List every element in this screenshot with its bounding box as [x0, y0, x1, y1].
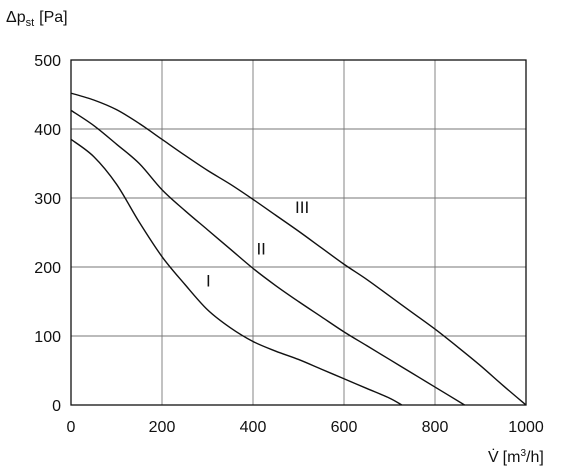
- x-axis-symbol: V̇: [488, 448, 499, 466]
- curve-iii: [70, 92, 527, 406]
- y-axis-symbol: Δp: [6, 9, 26, 26]
- curve-ii: [70, 109, 465, 406]
- x-tick-label: 800: [422, 419, 449, 436]
- x-tick-label: 1000: [508, 419, 544, 436]
- y-axis-subscript: st: [26, 17, 35, 29]
- y-tick-label: 0: [52, 398, 61, 415]
- tick-labels: 0 200 400 600 800 1000 0 100 200 300 400 500: [34, 53, 544, 436]
- x-axis-label: V̇ [m3/h]: [488, 448, 544, 466]
- x-axis-unit-suffix: /h]: [526, 449, 544, 466]
- curve-label-i: I: [206, 271, 211, 290]
- x-tick-label: 400: [240, 419, 267, 436]
- y-tick-label: 200: [34, 260, 61, 277]
- x-tick-label: 600: [331, 419, 358, 436]
- x-tick-label: 0: [67, 419, 76, 436]
- y-tick-label: 400: [34, 122, 61, 139]
- curve-label-iii: III: [295, 198, 309, 217]
- y-axis-unit: [Pa]: [39, 9, 67, 26]
- curve-label-ii: II: [256, 240, 265, 259]
- curve-i: [70, 138, 403, 406]
- y-tick-label: 500: [34, 53, 61, 70]
- x-tick-label: 200: [149, 419, 176, 436]
- y-axis-label: Δpst [Pa]: [6, 9, 68, 29]
- x-axis-unit-prefix: [m: [503, 449, 521, 466]
- grid: [71, 60, 526, 405]
- y-tick-label: 100: [34, 329, 61, 346]
- y-tick-label: 300: [34, 191, 61, 208]
- plot-frame: [70, 59, 527, 406]
- x-axis-unit-sup: 3: [520, 448, 526, 459]
